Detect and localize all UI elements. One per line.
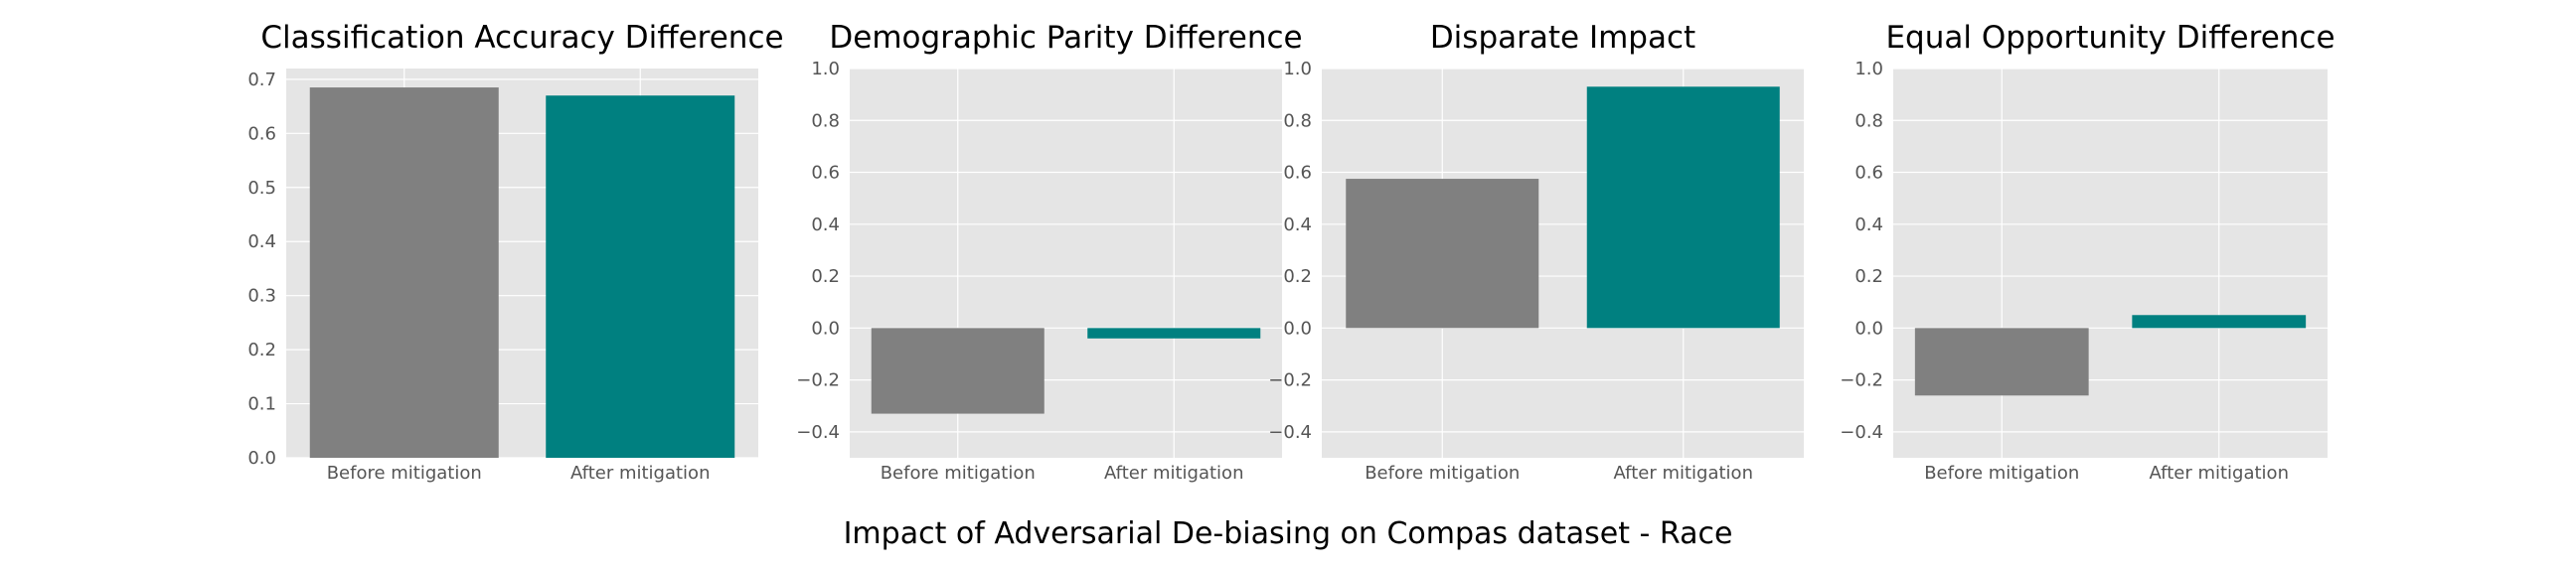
x-tick-label: Before mitigation xyxy=(881,463,1036,484)
y-tick-label: 0.0 xyxy=(247,448,276,469)
y-tick-label: 0.2 xyxy=(1283,266,1312,287)
y-tick-label: 0.6 xyxy=(1283,163,1312,184)
x-tick-label: After mitigation xyxy=(1614,463,1753,484)
y-tick-label: 0.4 xyxy=(247,231,276,252)
y-tick-label: −0.4 xyxy=(1268,422,1312,443)
y-tick-label: 0.4 xyxy=(1283,214,1312,235)
panel-title-3: Disparate Impact xyxy=(1430,20,1695,56)
y-tick-label: −0.4 xyxy=(1840,422,1883,443)
y-tick-label: 0.2 xyxy=(1854,266,1883,287)
panel-title-2: Demographic Parity Difference xyxy=(829,20,1302,56)
panel-title-1: Classification Accuracy Difference xyxy=(260,20,783,56)
x-tick-label: After mitigation xyxy=(1104,463,1243,484)
y-tick-label: 0.3 xyxy=(247,286,276,307)
y-tick-label: 0.6 xyxy=(811,163,840,184)
bar-after-mitigation xyxy=(1586,86,1780,329)
y-tick-label: 0.5 xyxy=(247,178,276,199)
bar-after-mitigation xyxy=(546,95,735,458)
y-tick-label: 0.2 xyxy=(247,340,276,360)
y-tick-label: 1.0 xyxy=(1283,59,1312,79)
y-tick-label: −0.2 xyxy=(796,370,840,391)
y-tick-label: 1.0 xyxy=(1854,59,1883,79)
bar-before-mitigation xyxy=(309,87,499,459)
y-tick-label: 0.0 xyxy=(1283,318,1312,339)
x-tick-label: After mitigation xyxy=(2150,463,2289,484)
bar-before-mitigation xyxy=(1914,328,2089,396)
y-tick-label: 0.8 xyxy=(1283,110,1312,131)
y-tick-label: −0.4 xyxy=(796,422,840,443)
x-tick-label: Before mitigation xyxy=(1365,463,1520,484)
y-tick-label: 0.7 xyxy=(247,70,276,90)
x-tick-label: After mitigation xyxy=(570,463,710,484)
y-tick-label: 0.0 xyxy=(1854,318,1883,339)
plot-area-4 xyxy=(1893,69,2328,458)
y-tick-label: −0.2 xyxy=(1268,370,1312,391)
y-tick-label: 0.1 xyxy=(247,394,276,415)
bar-before-mitigation xyxy=(1346,179,1539,329)
y-tick-label: −0.2 xyxy=(1840,370,1883,391)
y-tick-label: 0.8 xyxy=(811,110,840,131)
y-tick-label: 0.6 xyxy=(1854,163,1883,184)
bar-before-mitigation xyxy=(871,328,1045,414)
panel-title-4: Equal Opportunity Difference xyxy=(1885,20,2334,56)
y-tick-label: 0.6 xyxy=(247,123,276,144)
y-tick-label: 0.2 xyxy=(811,266,840,287)
bar-after-mitigation xyxy=(1087,328,1261,339)
y-tick-label: 0.8 xyxy=(1854,110,1883,131)
x-tick-label: Before mitigation xyxy=(327,463,482,484)
y-tick-label: 0.4 xyxy=(811,214,840,235)
figure-suptitle: Impact of Adversarial De-biasing on Comp… xyxy=(843,516,1733,551)
x-tick-label: Before mitigation xyxy=(1924,463,2079,484)
y-tick-label: 0.0 xyxy=(811,318,840,339)
y-tick-label: 1.0 xyxy=(811,59,840,79)
bar-after-mitigation xyxy=(2132,315,2307,329)
y-tick-label: 0.4 xyxy=(1854,214,1883,235)
